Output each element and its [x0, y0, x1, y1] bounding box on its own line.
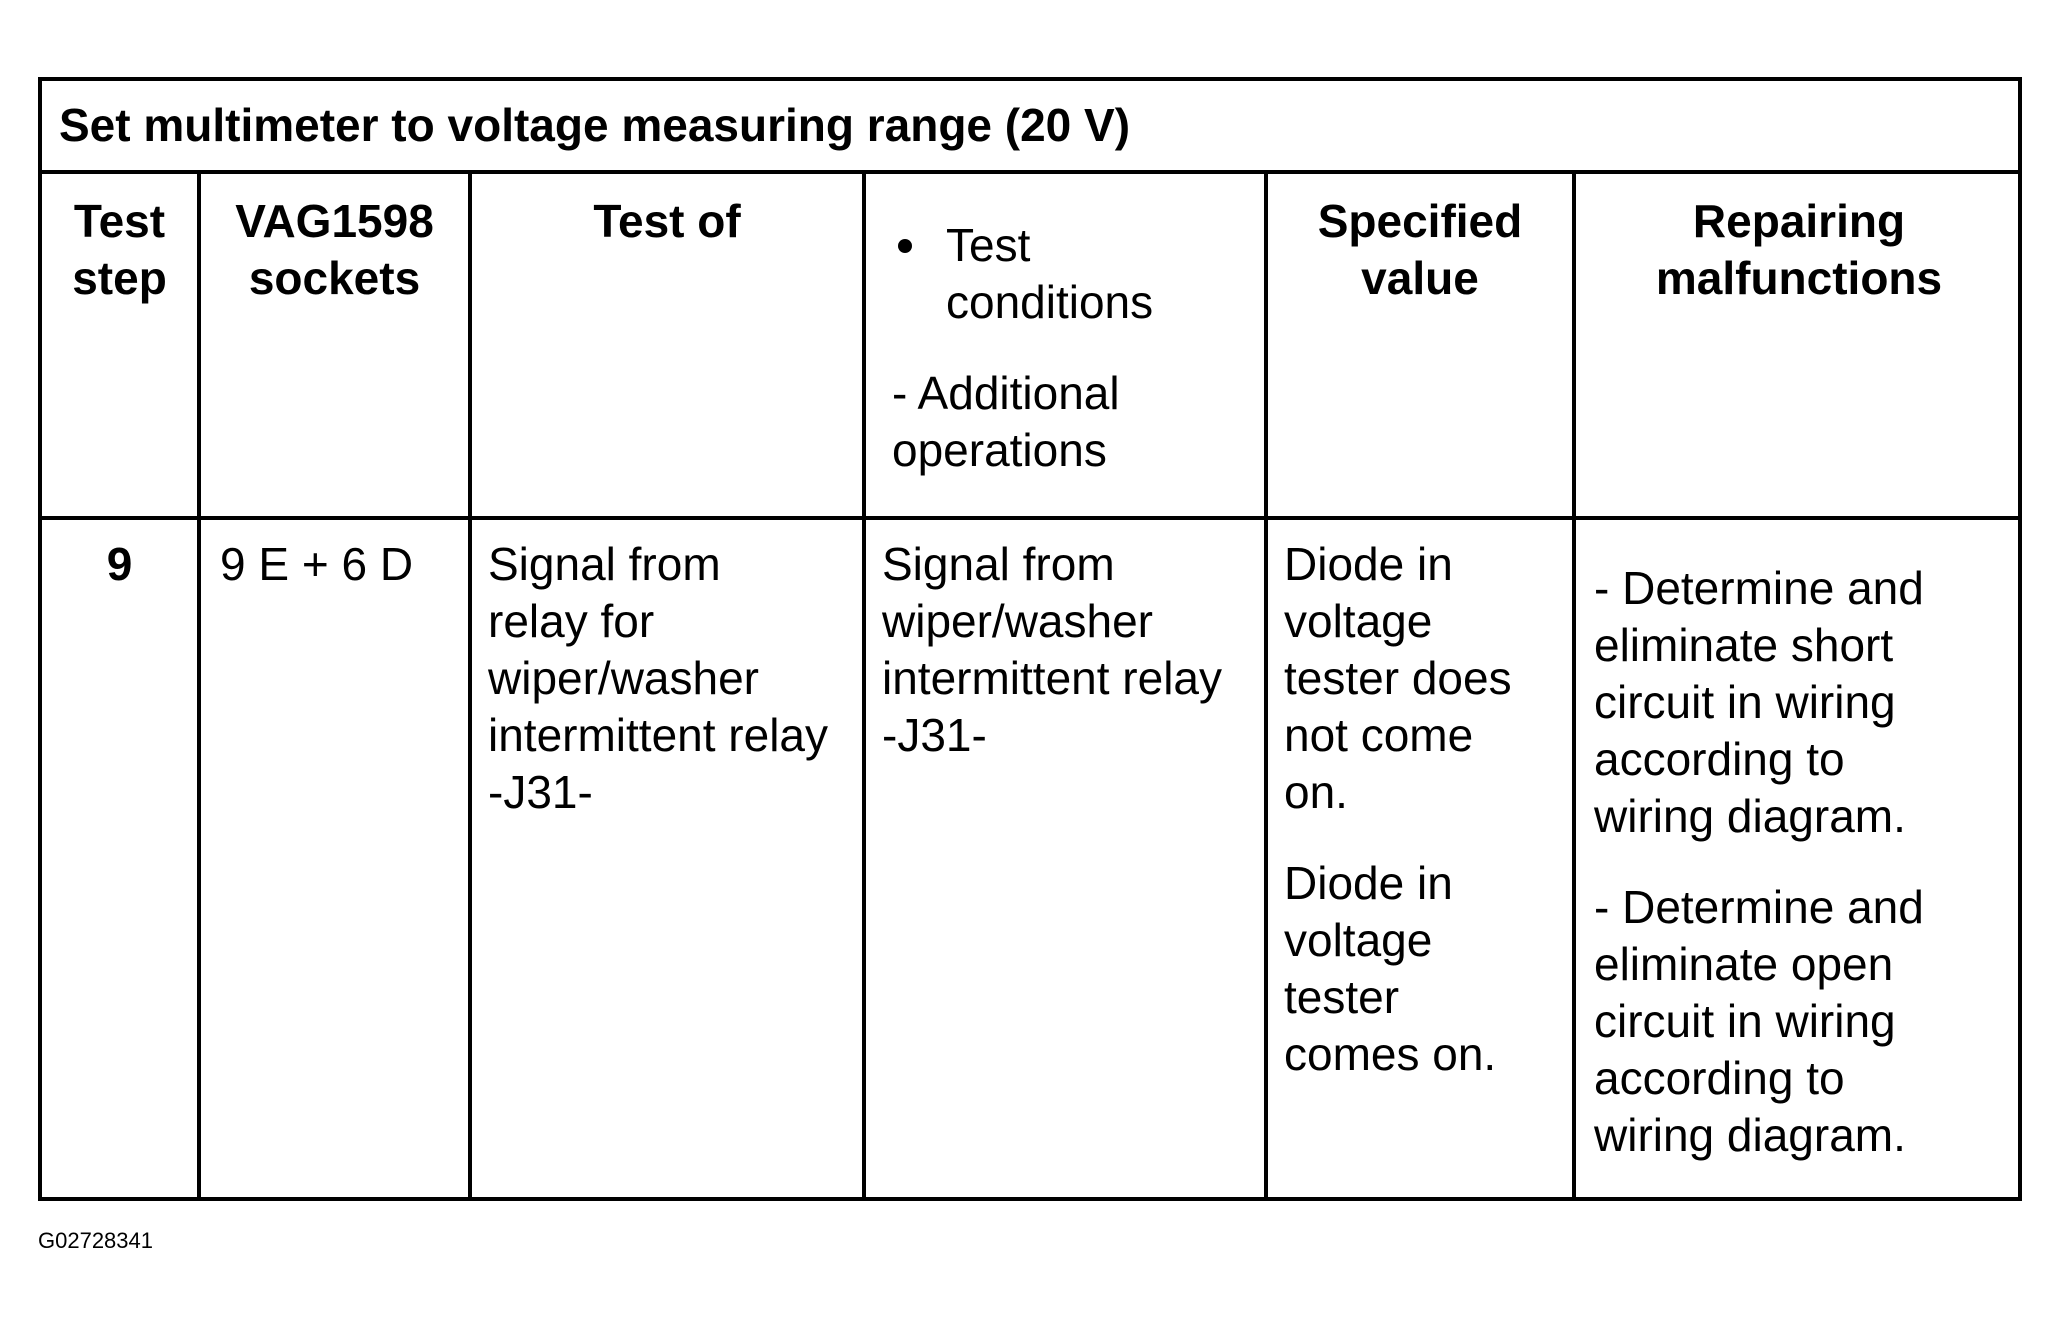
- figure-id: G02728341: [38, 1228, 153, 1253]
- header-text: Test: [73, 195, 166, 247]
- row-conditions: Signal from wiper/washer intermittent re…: [882, 536, 1222, 764]
- cell-line: voltage: [1284, 595, 1433, 647]
- cell-line: according to: [1594, 733, 1845, 785]
- test-table: Set multimeter to voltage measuring rang…: [38, 77, 2022, 1201]
- cell-line: voltage: [1284, 914, 1433, 966]
- header-text: step: [72, 252, 167, 304]
- repair-step-2: - Determine and eliminate open circuit i…: [1594, 879, 1924, 1164]
- header-text: operations: [892, 424, 1107, 476]
- cell-line: wiper/washer: [882, 595, 1153, 647]
- row-specified-value: Diode in voltage tester does not come on…: [1284, 536, 1512, 1083]
- header-text: Repairing: [1692, 195, 1906, 247]
- cell-line: -J31-: [882, 709, 987, 761]
- specified-value-1: Diode in voltage tester does not come on…: [1284, 536, 1512, 821]
- specified-value-2: Diode in voltage tester comes on.: [1284, 855, 1512, 1083]
- repair-step-1: - Determine and eliminate short circuit …: [1594, 560, 1924, 845]
- header-text: Test of: [593, 195, 741, 247]
- cell-line: circuit in wiring: [1594, 995, 1896, 1047]
- cell-line: eliminate open: [1594, 938, 1894, 990]
- header-text: malfunctions: [1655, 252, 1943, 304]
- table-title-row: Set multimeter to voltage measuring rang…: [42, 81, 2018, 174]
- cell-line: Diode in: [1284, 857, 1453, 909]
- cell-line: Diode in: [1284, 538, 1453, 590]
- bullet-icon: [898, 239, 912, 253]
- header-text: - Additional: [892, 367, 1120, 419]
- cell-line: relay for: [488, 595, 655, 647]
- cell-line: tester: [1284, 971, 1400, 1023]
- column-divider: [468, 174, 472, 1197]
- cell-line: intermittent relay: [882, 652, 1223, 704]
- header-divider: [42, 516, 2018, 520]
- cell-line: wiring diagram.: [1594, 790, 1906, 842]
- cell-line: - Determine and: [1594, 881, 1924, 933]
- header-test-step: Test step: [42, 193, 197, 307]
- table-title: Set multimeter to voltage measuring rang…: [59, 99, 1131, 151]
- cell-line: eliminate short: [1594, 619, 1894, 671]
- cell-line: on.: [1284, 766, 1348, 818]
- cell-line: Signal from: [488, 538, 721, 590]
- cell-line: wiper/washer: [488, 652, 759, 704]
- cell-line: tester does: [1284, 652, 1512, 704]
- header-text: conditions: [946, 276, 1154, 328]
- cell-line: not come: [1284, 709, 1474, 761]
- row-sockets: 9 E + 6 D: [220, 538, 414, 590]
- additional-operations: - Additional operations: [892, 365, 1262, 479]
- column-divider: [197, 174, 201, 1197]
- row-repairing: - Determine and eliminate short circuit …: [1594, 560, 1924, 1164]
- cell-line: circuit in wiring: [1594, 676, 1896, 728]
- cell-line: according to: [1594, 1052, 1845, 1104]
- bullet-item: Test conditions: [892, 217, 1262, 331]
- header-text: value: [1361, 252, 1479, 304]
- cell-line: comes on.: [1284, 1028, 1497, 1080]
- header-test-of: Test of: [472, 193, 862, 250]
- cell-line: -J31-: [488, 766, 593, 818]
- row-test-step: 9: [106, 538, 133, 590]
- column-divider: [1264, 174, 1268, 1197]
- header-specified-value: Specified value: [1268, 193, 1572, 307]
- header-text: VAG1598: [235, 195, 434, 247]
- header-conditions: Test conditions - Additional operations: [892, 217, 1262, 479]
- column-divider: [1572, 174, 1576, 1197]
- cell-line: Signal from: [882, 538, 1115, 590]
- header-text: Specified: [1317, 195, 1523, 247]
- header-text: Test: [946, 219, 1031, 271]
- row-test-of: Signal from relay for wiper/washer inter…: [488, 536, 828, 821]
- column-divider: [862, 174, 866, 1197]
- cell-line: - Determine and: [1594, 562, 1924, 614]
- cell-line: wiring diagram.: [1594, 1109, 1906, 1161]
- header-repairing: Repairing malfunctions: [1576, 193, 2022, 307]
- header-text: sockets: [248, 252, 421, 304]
- header-sockets: VAG1598 sockets: [201, 193, 468, 307]
- cell-line: intermittent relay: [488, 709, 829, 761]
